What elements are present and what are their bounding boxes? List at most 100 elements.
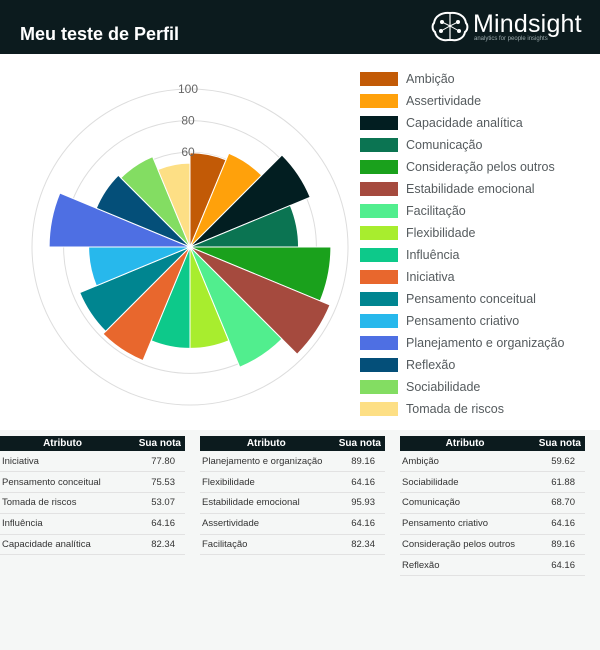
slice-planejamento-e-organização[interactable] — [48, 192, 191, 248]
col-header-attr: Atributo — [400, 436, 531, 451]
legend-label: Sociabilidade — [406, 380, 481, 394]
legend-swatch — [360, 116, 398, 130]
score-cell: 95.93 — [332, 492, 385, 514]
col-header-attr: Atributo — [0, 436, 126, 451]
legend-swatch — [360, 314, 398, 328]
col-header-score: Sua nota — [332, 436, 385, 451]
legend-label: Estabilidade emocional — [406, 182, 535, 196]
legend-swatch — [360, 336, 398, 350]
table-row: Comunicação 68.70 — [400, 492, 585, 514]
legend-swatch — [360, 270, 398, 284]
legend-item[interactable]: Comunicação — [360, 138, 590, 152]
attr-cell: Flexibilidade — [200, 471, 333, 494]
table-row: Reflexão 64.16 — [400, 554, 585, 577]
brand-name: Mindsight — [473, 10, 582, 38]
legend-label: Ambição — [406, 72, 455, 86]
legend-label: Pensamento criativo — [406, 314, 520, 328]
legend-label: Facilitação — [406, 204, 466, 218]
page-title: Meu teste de Perfil — [20, 24, 180, 44]
score-cell: 89.16 — [530, 534, 585, 556]
scores-table-2: Atributo Sua nota Planejamento e organiz… — [200, 436, 385, 556]
attr-cell: Planejamento e organização — [200, 451, 333, 473]
attr-cell: Pensamento criativo — [400, 513, 531, 535]
table-row: Capacidade analítica 82.34 — [0, 534, 185, 556]
table-row: Tomada de riscos 53.07 — [0, 492, 185, 514]
legend-item[interactable]: Flexibilidade — [360, 226, 590, 240]
table-row: Sociabilidade 61.88 — [400, 471, 585, 494]
legend-item[interactable]: Facilitação — [360, 204, 590, 218]
score-cell: 64.16 — [530, 554, 585, 577]
legend-label: Comunicação — [406, 138, 483, 152]
legend-item[interactable]: Assertividade — [360, 94, 590, 108]
score-cell: 64.16 — [332, 471, 385, 494]
legend-item[interactable]: Tomada de riscos — [360, 402, 590, 416]
legend-label: Capacidade analítica — [406, 116, 523, 130]
legend-item[interactable]: Planejamento e organização — [360, 336, 590, 350]
legend-swatch — [360, 72, 398, 86]
attr-cell: Ambição — [400, 451, 531, 473]
score-cell: 61.88 — [530, 471, 585, 494]
legend-swatch — [360, 204, 398, 218]
attr-cell: Reflexão — [400, 554, 531, 577]
legend-label: Flexibilidade — [406, 226, 476, 240]
legend-item[interactable]: Consideração pelos outros — [360, 160, 590, 174]
table-row: Ambição 59.62 — [400, 451, 585, 473]
legend-swatch — [360, 138, 398, 152]
col-header-attr: Atributo — [200, 436, 333, 451]
score-cell: 64.16 — [530, 513, 585, 535]
slice-pensamento-conceitual[interactable] — [79, 246, 191, 333]
attr-cell: Estabilidade emocional — [200, 492, 333, 514]
attr-cell: Facilitação — [200, 534, 333, 556]
legend-item[interactable]: Influência — [360, 248, 590, 262]
table-row: Pensamento conceitual 75.53 — [0, 471, 185, 494]
slice-iniciativa[interactable] — [102, 246, 191, 362]
score-cell: 59.62 — [530, 451, 585, 473]
table-row: Pensamento criativo 64.16 — [400, 513, 585, 535]
slice-reflexão[interactable] — [95, 174, 191, 248]
brand-tagline: analytics for people insights — [474, 36, 548, 42]
legend-item[interactable]: Pensamento conceitual — [360, 292, 590, 306]
table-row: Planejamento e organização 89.16 — [200, 451, 385, 473]
attr-cell: Iniciativa — [0, 451, 126, 473]
legend-item[interactable]: Capacidade analítica — [360, 116, 590, 130]
attr-cell: Capacidade analítica — [0, 534, 126, 556]
brand-logo: Mindsight analytics for people insights — [430, 10, 592, 44]
slice-tomada-de-riscos[interactable] — [157, 162, 191, 248]
legend-label: Reflexão — [406, 358, 456, 372]
score-cell: 75.53 — [125, 471, 185, 494]
legend-item[interactable]: Reflexão — [360, 358, 590, 372]
attr-cell: Tomada de riscos — [0, 492, 126, 514]
legend-item[interactable]: Estabilidade emocional — [360, 182, 590, 196]
scores-table-1: Atributo Sua nota Iniciativa 77.80 Pensame… — [0, 436, 185, 556]
slice-sociabilidade[interactable] — [120, 156, 191, 248]
score-cell: 68.70 — [530, 492, 585, 514]
legend-label: Influência — [406, 248, 460, 262]
slice-facilitação[interactable] — [189, 246, 283, 368]
legend-swatch — [360, 380, 398, 394]
legend-item[interactable]: Ambição — [360, 72, 590, 86]
attr-cell: Consideração pelos outros — [400, 534, 531, 556]
slice-capacidade-analítica[interactable] — [189, 154, 311, 248]
slice-estabilidade-emocional[interactable] — [189, 246, 331, 355]
r-tick-label: 80 — [181, 114, 195, 128]
legend-label: Iniciativa — [406, 270, 455, 284]
score-cell: 89.16 — [332, 451, 385, 473]
legend-item[interactable]: Iniciativa — [360, 270, 590, 284]
legend-swatch — [360, 226, 398, 240]
attr-cell: Comunicação — [400, 492, 531, 514]
legend-swatch — [360, 292, 398, 306]
attr-cell: Assertividade — [200, 513, 333, 535]
col-header-score: Sua nota — [125, 436, 185, 451]
grid-circle — [31, 88, 349, 406]
attr-cell: Pensamento conceitual — [0, 471, 126, 494]
legend-item[interactable]: Sociabilidade — [360, 380, 590, 394]
legend-swatch — [360, 358, 398, 372]
brain-icon — [431, 11, 469, 42]
legend-item[interactable]: Pensamento criativo — [360, 314, 590, 328]
legend-swatch — [360, 248, 398, 262]
page-header: Meu teste de Perfil Mindsight analytics … — [0, 0, 600, 54]
table-row: Iniciativa 77.80 — [0, 451, 185, 473]
score-cell: 64.16 — [125, 513, 185, 535]
legend-label: Pensamento conceitual — [406, 292, 536, 306]
r-tick-label: 100 — [178, 82, 198, 96]
